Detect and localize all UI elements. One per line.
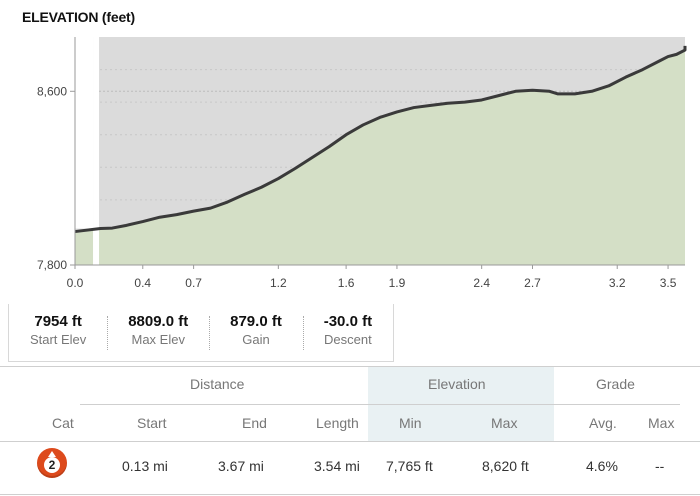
col-start: Start: [137, 415, 167, 431]
x-tick-label: 3.2: [609, 276, 626, 290]
x-tick-label: 1.9: [389, 276, 406, 290]
cell-start: 0.13 mi: [122, 458, 168, 474]
col-length: Length: [316, 415, 359, 431]
segment-table: Distance Elevation Grade Cat Start End L…: [0, 366, 700, 496]
stat-label: Descent: [324, 332, 372, 347]
x-tick-label: 0.0: [67, 276, 84, 290]
stat-label: Max Elev: [131, 332, 185, 347]
stat-value: 7954 ft: [34, 313, 82, 330]
col-elev-min: Min: [399, 415, 422, 431]
col-grade-avg: Avg.: [589, 415, 617, 431]
stat-start-elev: 7954 ft Start Elev: [9, 304, 107, 361]
cell-grade-avg: 4.6%: [586, 458, 618, 474]
y-tick-labels: 7,800 8,600: [37, 84, 67, 272]
summary-stats: 7954 ft Start Elev 8809.0 ft Max Elev 87…: [8, 304, 394, 362]
chart-title: ELEVATION (feet): [22, 9, 135, 25]
elevation-area-fill: [75, 45, 685, 265]
x-tick-label: 1.6: [338, 276, 355, 290]
category-2-climb-icon: 2: [37, 448, 67, 478]
stat-value: 8809.0 ft: [128, 313, 189, 330]
header-elevation: Elevation: [428, 376, 486, 392]
stat-label: Gain: [242, 332, 270, 347]
elevation-area: [74, 37, 687, 265]
elevation-chart[interactable]: 7,800 8,600 0.0 0.4 0.7 1.2 1.6 1.9 2.4 2.7 3.2 3.…: [0, 0, 700, 300]
col-elev-max: Max: [491, 415, 518, 431]
x-tick-label: 0.7: [185, 276, 202, 290]
stat-value: 879.0 ft: [230, 313, 282, 330]
pre-segment-background: [75, 37, 94, 229]
row-divider: [0, 441, 700, 442]
x-tick-label: 3.5: [660, 276, 677, 290]
x-tick-label: 2.7: [524, 276, 541, 290]
y-tick-label: 8,600: [37, 84, 67, 98]
cell-end: 3.67 mi: [218, 458, 264, 474]
header-distance: Distance: [190, 376, 245, 392]
cell-grade-max: --: [655, 458, 665, 474]
segment-start-gap: [93, 37, 100, 265]
elevation-line: [74, 45, 687, 234]
x-tick-label: 0.4: [134, 276, 151, 290]
cell-elev-max: 8,620 ft: [482, 458, 529, 474]
header-divider: [80, 404, 680, 405]
stat-value: -30.0 ft: [323, 313, 373, 330]
axes: [70, 37, 685, 269]
y-tick-label: 7,800: [37, 258, 67, 272]
cell-elev-min: 7,765 ft: [386, 458, 433, 474]
category-number: 2: [44, 457, 60, 473]
x-tick-labels: 0.0 0.4 0.7 1.2 1.6 1.9 2.4 2.7 3.2 3.5: [67, 276, 677, 290]
x-tick-label: 2.4: [473, 276, 490, 290]
stat-gain: 879.0 ft Gain: [209, 304, 303, 361]
stat-label: Start Elev: [29, 332, 87, 347]
mountain-peak-icon: [48, 451, 56, 457]
stat-descent: -30.0 ft Descent: [302, 304, 393, 361]
header-grade: Grade: [596, 376, 635, 392]
col-cat: Cat: [52, 415, 74, 431]
x-tick-label: 1.2: [270, 276, 287, 290]
cell-length: 3.54 mi: [314, 458, 360, 474]
col-grade-max: Max: [648, 415, 675, 431]
col-end: End: [242, 415, 267, 431]
stat-max-elev: 8809.0 ft Max Elev: [107, 304, 209, 361]
